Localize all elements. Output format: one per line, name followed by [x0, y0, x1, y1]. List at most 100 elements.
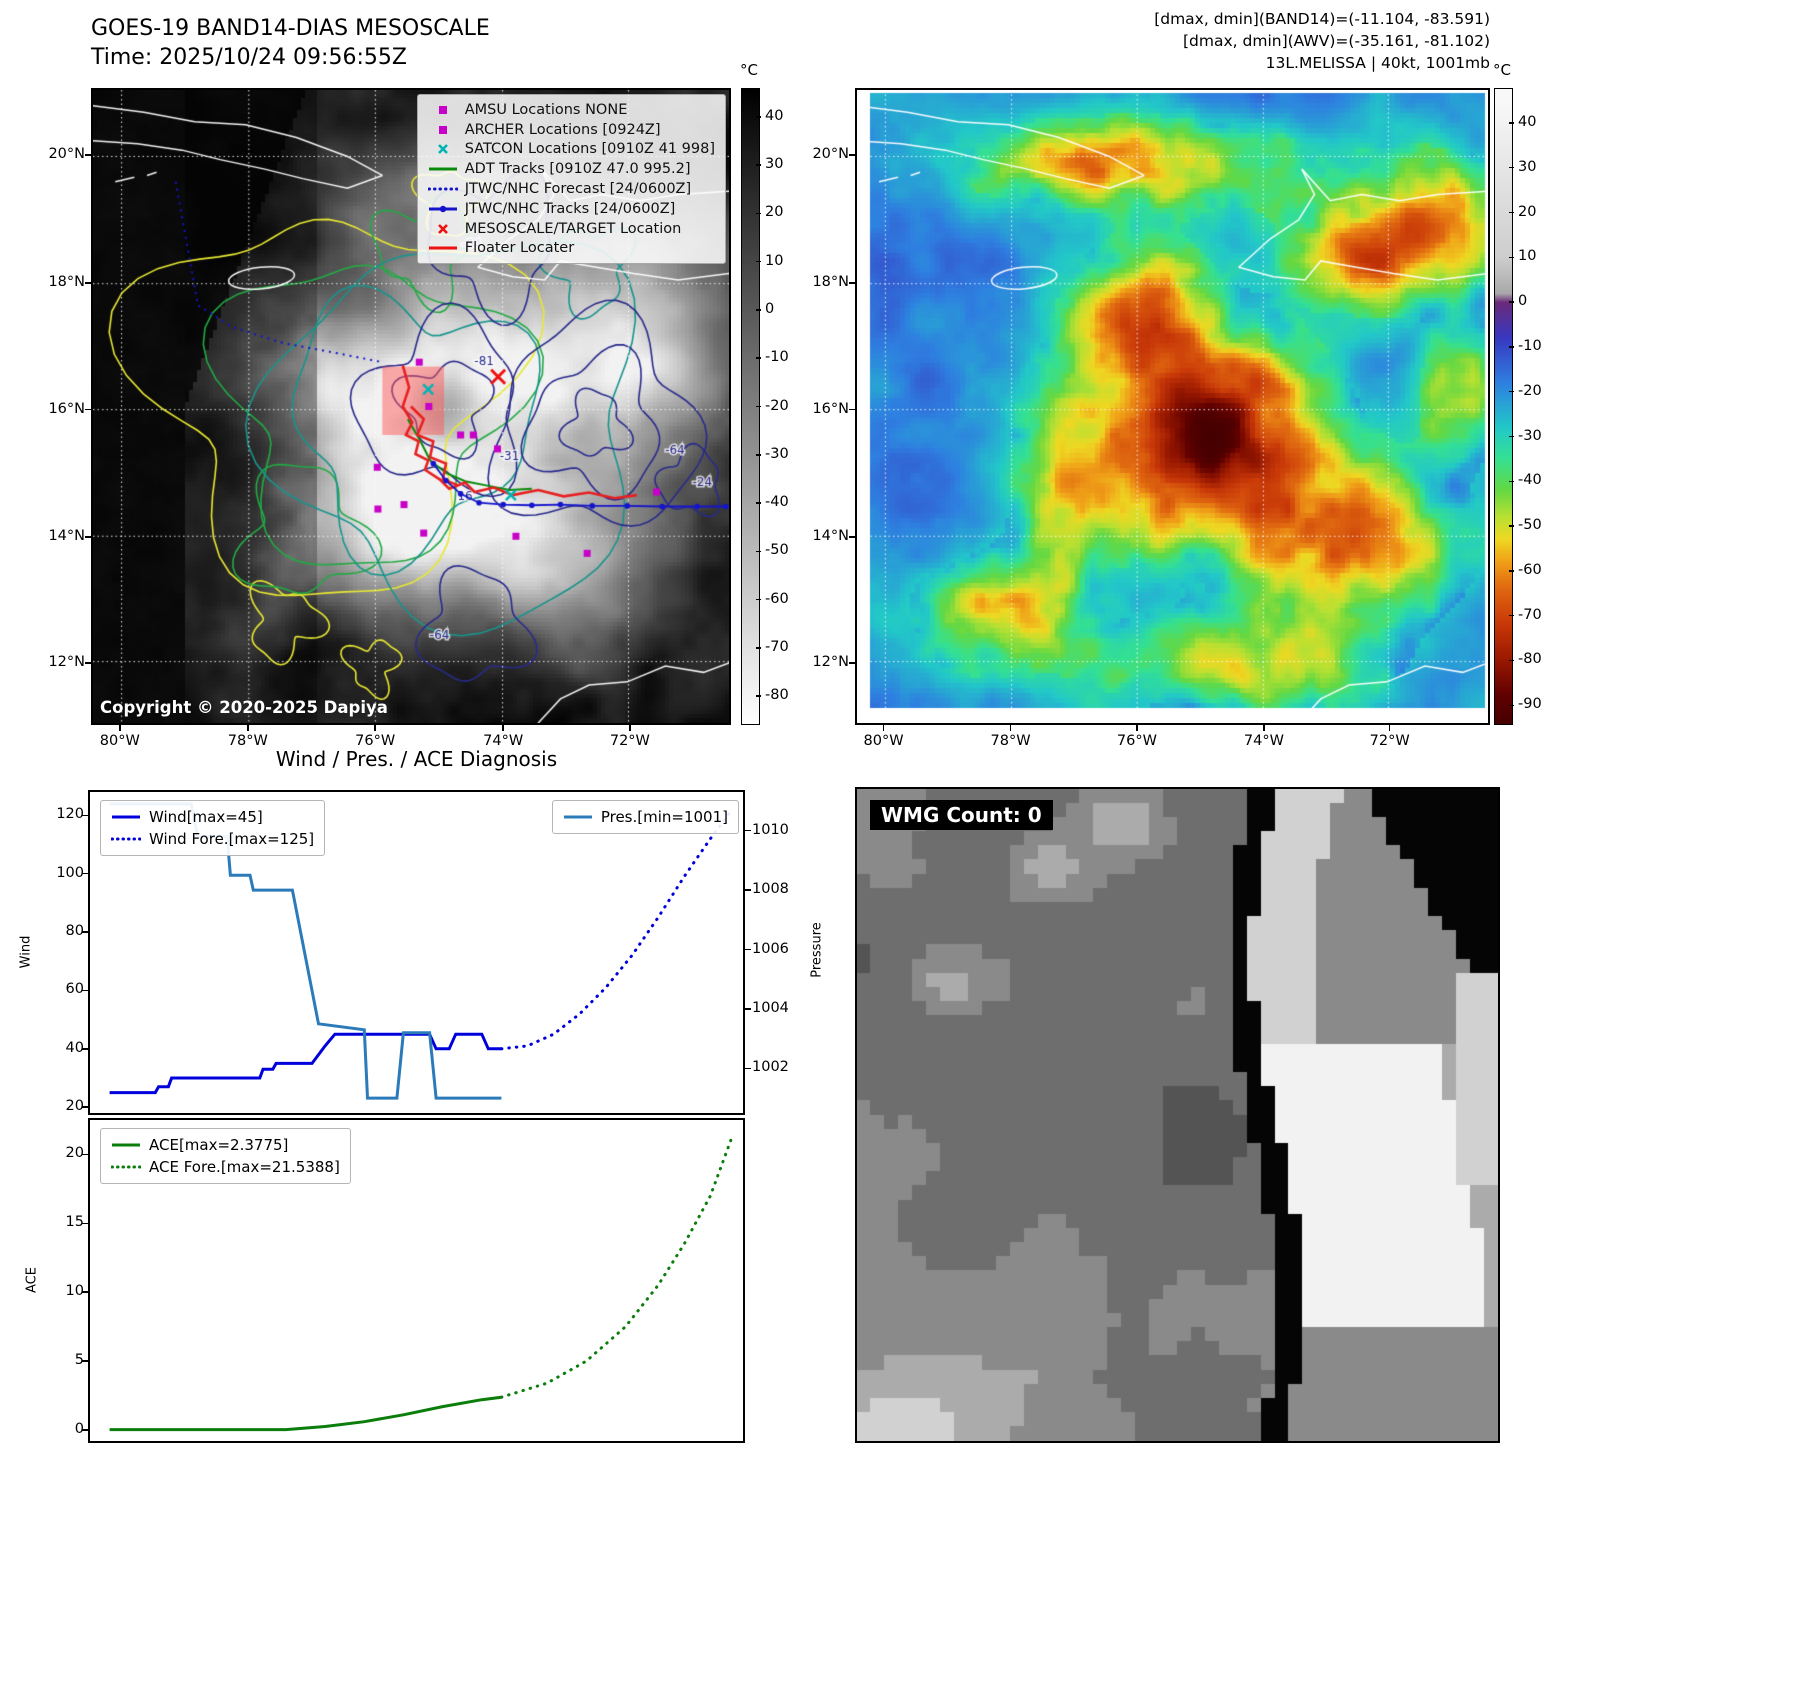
tick-mark — [1509, 301, 1514, 303]
tick-mark — [756, 260, 761, 263]
legend-item: MESOSCALE/TARGET Location — [428, 219, 715, 239]
wind-pressure-chart: Wind[max=45] Wind Fore.[max=125] Pres.[min… — [88, 790, 745, 1115]
legend-label: JTWC/NHC Forecast [24/0600Z] — [464, 181, 692, 198]
y-axis-tick: 120 — [56, 806, 84, 823]
longitude-tick: 76°W — [1116, 733, 1157, 749]
tick-mark — [1509, 659, 1514, 662]
legend-item: JTWC/NHC Tracks [24/0600Z] — [428, 199, 715, 219]
dmax-dmin-band14: [dmax, dmin](BAND14)=(-11.104, -83.591) — [1154, 10, 1490, 28]
longitude-tick: 80°W — [99, 733, 140, 749]
tick-mark — [1509, 570, 1514, 572]
legend-label: ADT Tracks [0910Z 47.0 995.2] — [464, 161, 691, 178]
chart-legend-item: Wind Fore.[max=125] — [111, 828, 314, 850]
chart-legend-label: ACE Fore.[max=21.5388] — [149, 1158, 340, 1176]
tick-mark — [756, 212, 761, 215]
band14-colorbar-tick: 0 — [765, 300, 775, 317]
latitude-tick: 16°N — [812, 400, 849, 417]
dmax-dmin-awv: [dmax, dmin](AWV)=(-35.161, -81.102) — [1183, 32, 1490, 50]
line-marker-icon — [428, 167, 457, 171]
longitude-tick: 74°W — [483, 733, 524, 749]
chart-legend-right: Pres.[min=1001] — [551, 800, 739, 834]
tick-mark — [1509, 614, 1514, 617]
ace-axis-label: ACE — [24, 1267, 40, 1293]
awv-colorbar-tick: -40 — [1518, 472, 1542, 489]
tick-mark — [82, 1106, 88, 1108]
square-marker-icon — [438, 105, 447, 114]
tick-mark — [756, 598, 761, 601]
tick-mark — [756, 502, 761, 504]
series-dotted — [499, 1132, 735, 1399]
tick-mark — [849, 154, 855, 156]
chart-legend-item: ACE[max=2.3775] — [111, 1134, 340, 1156]
latitude-tick: 12°N — [48, 654, 85, 671]
tick-mark — [745, 1008, 751, 1010]
tick-mark — [82, 1153, 88, 1156]
longitude-tick: 72°W — [1369, 733, 1410, 749]
y-axis-right-tick: 1010 — [752, 821, 789, 838]
longitude-tick: 78°W — [990, 733, 1031, 749]
latitude-tick: 12°N — [812, 654, 849, 671]
tick-mark — [745, 1067, 751, 1070]
band14-colorbar-tick: 10 — [765, 252, 784, 269]
tick-mark — [756, 695, 761, 697]
series-solid — [109, 1032, 502, 1095]
chart-legend-left: ACE[max=2.3775] ACE Fore.[max=21.5388] — [100, 1128, 351, 1184]
tick-mark — [1136, 725, 1138, 731]
legend-item: Floater Locater — [428, 239, 715, 259]
pressure-axis-label: Pressure — [809, 922, 825, 978]
tick-mark — [756, 550, 761, 553]
y-axis-tick: 20 — [65, 1145, 84, 1162]
dotted-marker-icon — [111, 837, 141, 841]
tick-mark — [756, 309, 761, 311]
awv-colorbar-tick: -50 — [1518, 517, 1542, 534]
tick-mark — [82, 1360, 88, 1362]
latitude-tick: 20°N — [48, 145, 85, 162]
tick-mark — [1009, 725, 1012, 731]
tick-mark — [1509, 704, 1514, 707]
awv-colorbar-tick: -90 — [1518, 696, 1542, 713]
band14-map-panel: AMSU Locations NONE ARCHER Locations [092… — [91, 88, 731, 725]
y-axis-tick: 100 — [56, 864, 84, 881]
longitude-tick: 76°W — [355, 733, 396, 749]
wmg-count-label: WMG Count: 0 — [870, 800, 1053, 830]
awv-colorbar-tick: -30 — [1518, 427, 1542, 444]
tick-mark — [85, 282, 91, 284]
tick-mark — [849, 282, 855, 284]
tick-mark — [1509, 435, 1514, 438]
legend-item: SATCON Locations [0910Z 41 998] — [428, 140, 715, 160]
tick-mark — [1509, 166, 1514, 169]
legend-label: ARCHER Locations [0924Z] — [464, 121, 661, 138]
copyright-text: Copyright © 2020-2025 Dapiya — [100, 698, 388, 717]
awv-header: [dmax, dmin](BAND14)=(-11.104, -83.591) … — [1000, 8, 1490, 74]
awv-colorbar-tick: 10 — [1518, 248, 1537, 265]
y-axis-right-tick: 1002 — [752, 1059, 789, 1076]
band14-time: Time: 2025/10/24 09:56:55Z — [91, 45, 407, 70]
tick-mark — [85, 408, 91, 411]
tick-mark — [756, 454, 761, 456]
legend-item: JTWC/NHC Forecast [24/0600Z] — [427, 179, 715, 199]
tick-mark — [1509, 480, 1514, 483]
tick-mark — [745, 948, 751, 951]
tick-mark — [1509, 525, 1514, 527]
wmg-image — [857, 789, 1498, 1441]
latitude-tick: 20°N — [812, 145, 849, 162]
solid-marker-icon — [112, 1143, 140, 1147]
band14-colorbar-unit: °C — [740, 61, 758, 79]
awv-map-panel — [855, 88, 1490, 725]
tick-mark — [756, 405, 761, 408]
tick-mark — [849, 536, 855, 538]
y-axis-tick: 10 — [65, 1283, 84, 1300]
awv-colorbar-tick: 30 — [1518, 158, 1537, 175]
awv-colorbar-tick: 0 — [1518, 293, 1528, 310]
diagnosis-title: Wind / Pres. / ACE Diagnosis — [275, 747, 558, 771]
tick-mark — [85, 536, 91, 538]
awv-colorbar-unit: °C — [1493, 61, 1511, 79]
legend-label: JTWC/NHC Tracks [24/0600Z] — [464, 200, 676, 217]
band14-colorbar-tick: 20 — [765, 204, 784, 221]
tick-mark — [1509, 346, 1514, 348]
tick-mark — [849, 408, 855, 411]
legend-item: AMSU Locations NONE — [428, 100, 715, 120]
longitude-tick: 72°W — [609, 733, 650, 749]
chart-plot-area — [109, 1132, 735, 1432]
